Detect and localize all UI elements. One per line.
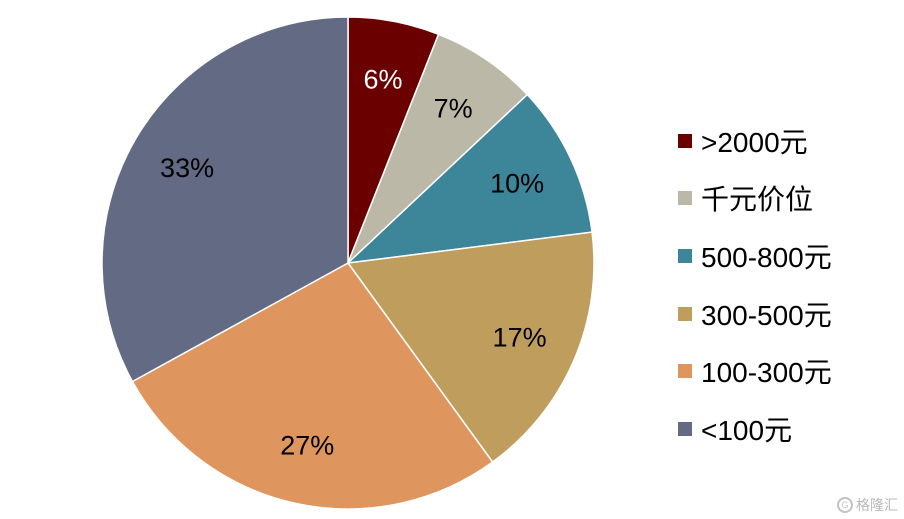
legend-label: <100元 bbox=[701, 414, 793, 446]
pie-data-labels: 6% 7% 10% 17% 27% 33% bbox=[160, 64, 547, 460]
g-logo-icon: G bbox=[837, 497, 853, 513]
legend-label: 500-800元 bbox=[701, 241, 832, 273]
legend-item: 500-800元 bbox=[678, 227, 832, 285]
legend-item: 300-500元 bbox=[678, 285, 832, 343]
legend-label: >2000元 bbox=[701, 126, 808, 158]
legend-label: 千元价位 bbox=[701, 184, 814, 216]
pie-slice bbox=[347, 33, 529, 264]
legend-item: 100-300元 bbox=[678, 342, 832, 400]
legend-item: <100元 bbox=[678, 400, 832, 458]
legend-swatch bbox=[678, 364, 692, 379]
pie-slice bbox=[346, 231, 595, 464]
watermark-text: 格隆汇 bbox=[856, 497, 898, 513]
data-label: 7% bbox=[434, 93, 473, 123]
data-label: 27% bbox=[280, 430, 334, 460]
pie-slice bbox=[345, 93, 593, 265]
legend-swatch bbox=[678, 191, 692, 206]
data-label: 6% bbox=[364, 64, 403, 94]
legend-label: 100-300元 bbox=[701, 357, 832, 389]
legend-item: 千元价位 bbox=[678, 170, 832, 228]
pie-slices bbox=[101, 16, 595, 510]
legend-swatch bbox=[678, 248, 692, 263]
data-label: 17% bbox=[493, 322, 547, 352]
data-label: 10% bbox=[490, 168, 544, 198]
legend-swatch bbox=[678, 133, 692, 148]
pie-slice bbox=[131, 262, 494, 510]
legend-swatch bbox=[678, 306, 692, 321]
legend: >2000元 千元价位 500-800元 300-500元 100-300元 <100元 bbox=[678, 112, 832, 458]
legend-label: 300-500元 bbox=[701, 299, 832, 331]
data-label: 33% bbox=[160, 153, 214, 183]
legend-swatch bbox=[678, 421, 692, 436]
pie-slice bbox=[101, 16, 349, 383]
legend-item: >2000元 bbox=[678, 112, 832, 170]
watermark: G 格隆汇 bbox=[837, 495, 898, 515]
